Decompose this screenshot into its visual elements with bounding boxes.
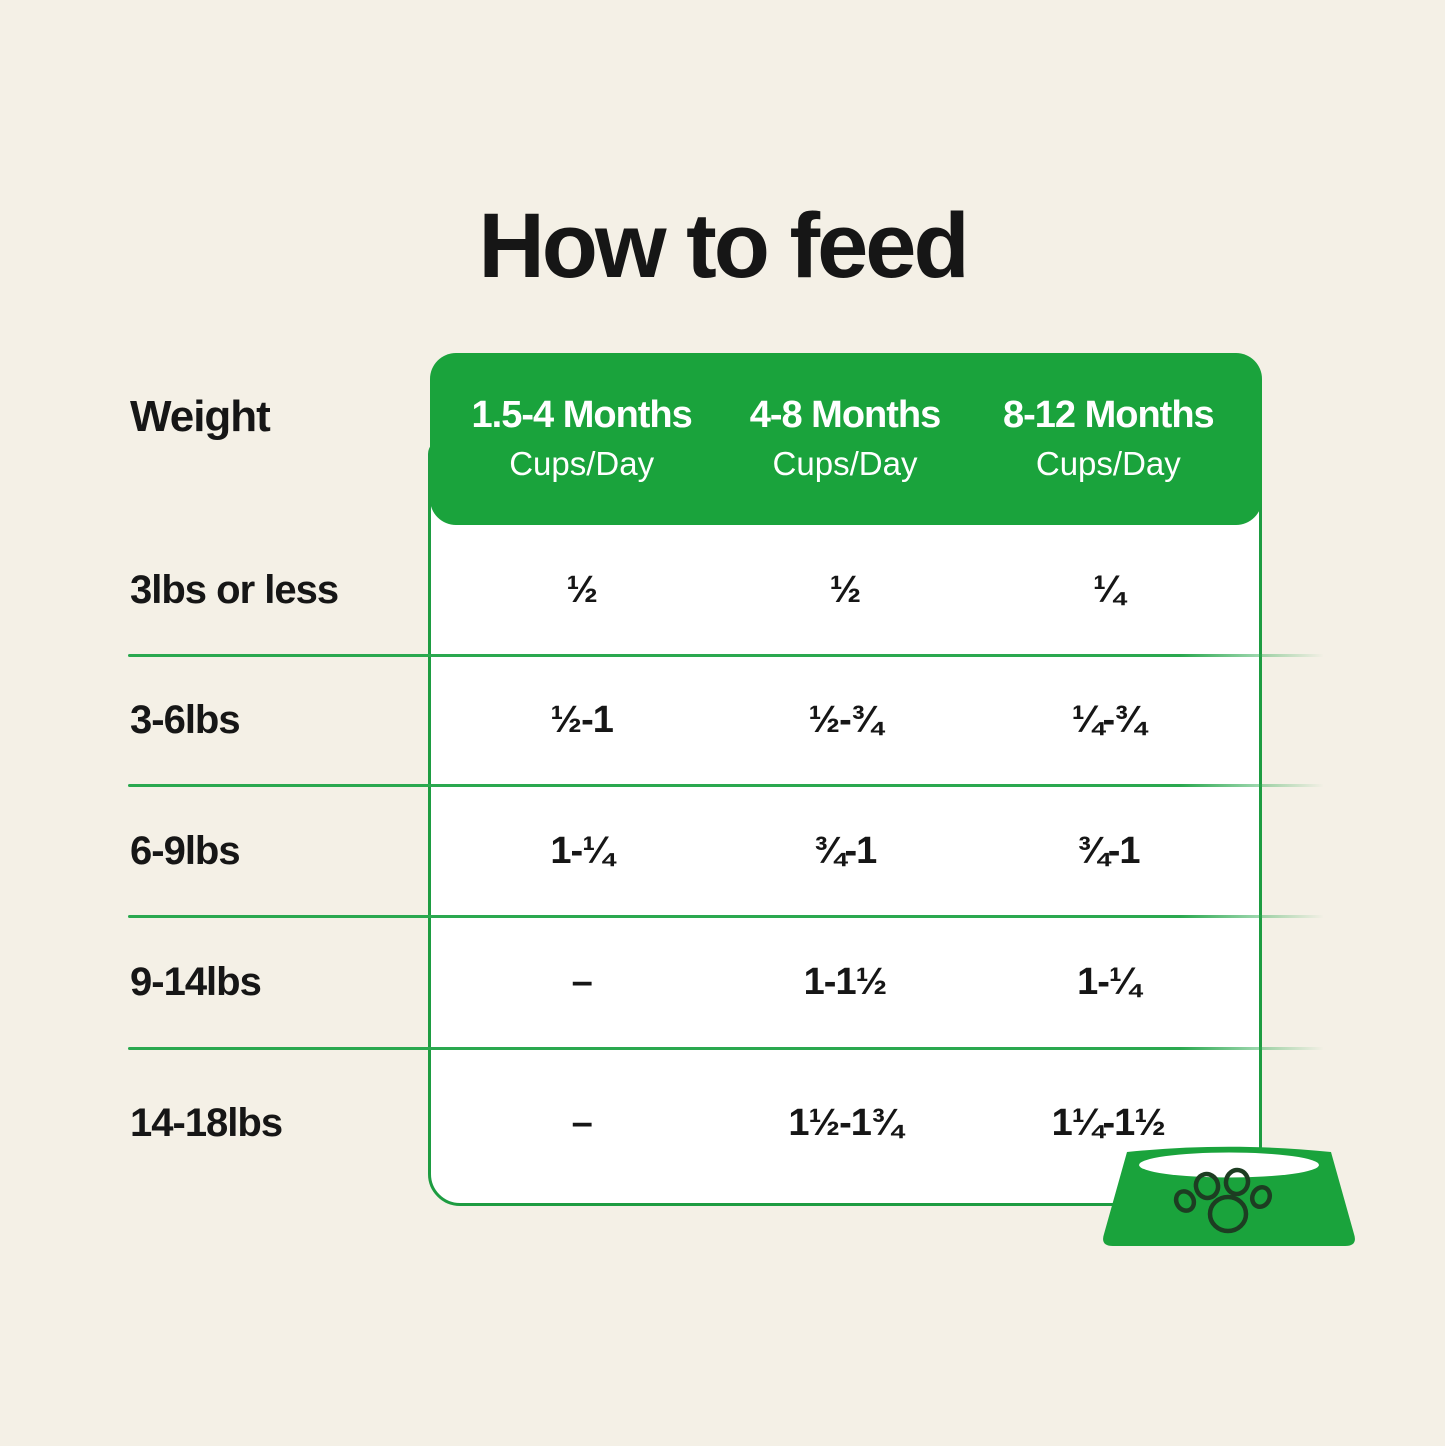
feeding-table-header: 1.5-4 Months Cups/Day 4-8 Months Cups/Da… (430, 353, 1262, 525)
cups-value: 1¼-1½ (1051, 1101, 1166, 1144)
weight-label: 14-18lbs (130, 1100, 283, 1145)
weight-label: 3lbs or less (130, 567, 339, 612)
cups-value: ¼ (1092, 568, 1125, 611)
age-range-label: 1.5-4 Months (471, 394, 693, 437)
weight-label: 9-14lbs (130, 960, 262, 1004)
table-row: 3-6lbs ½-1 ½-¾ ¼-¾ (128, 655, 1240, 786)
weight-column-header: Weight (130, 392, 271, 441)
column-header-2: 4-8 Months Cups/Day (713, 394, 976, 483)
unit-label: Cups/Day (1035, 444, 1181, 482)
cups-value: ½ (829, 568, 862, 611)
row-separator-line (128, 915, 1324, 918)
cups-value: ½ (566, 568, 598, 611)
unit-label: Cups/Day (509, 444, 655, 482)
age-range-label: 4-8 Months (749, 394, 942, 437)
row-separator-line (128, 654, 1324, 657)
row-separator-line (128, 784, 1324, 787)
cups-value: 1-¼ (550, 830, 613, 872)
column-header-1: 1.5-4 Months Cups/Day (450, 394, 713, 483)
cups-value: ½-¾ (808, 699, 882, 741)
age-range-label: 8-12 Months (1002, 394, 1215, 437)
weight-label: 6-9lbs (130, 829, 241, 873)
cups-value: – (571, 1101, 593, 1144)
cups-value: ½-1 (550, 699, 613, 741)
cups-value: – (571, 961, 593, 1003)
cups-value: 1-¼ (1077, 961, 1140, 1003)
column-header-3: 8-12 Months Cups/Day (977, 394, 1240, 483)
table-row: 9-14lbs – 1-1½ 1-¼ (128, 917, 1240, 1048)
unit-label: Cups/Day (772, 444, 918, 482)
table-row: 14-18lbs – 1½-1¾ 1¼-1½ (128, 1048, 1240, 1198)
cups-value: ¾-1 (1077, 830, 1140, 872)
page-title: How to feed (478, 194, 969, 297)
feeding-table-body (428, 440, 1262, 1206)
weight-label: 3-6lbs (130, 698, 241, 742)
cups-value: ¼-¾ (1071, 699, 1146, 741)
cups-value: ¾-1 (813, 830, 877, 872)
cups-value: 1-1½ (803, 961, 888, 1003)
dog-bowl-paw-icon (1103, 1146, 1355, 1246)
cups-value: 1½-1¾ (788, 1101, 902, 1144)
table-row: 3lbs or less ½ ½ ¼ (128, 525, 1240, 655)
row-separator-line (128, 1047, 1324, 1050)
table-row: 6-9lbs 1-¼ ¾-1 ¾-1 (128, 786, 1240, 917)
